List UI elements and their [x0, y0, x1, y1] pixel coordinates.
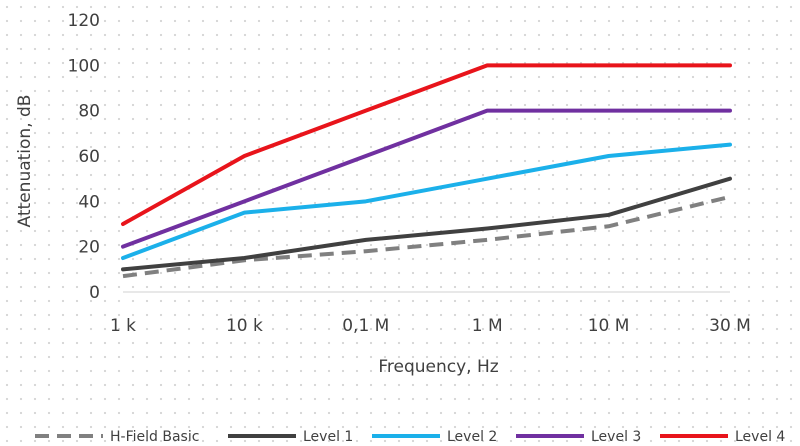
- legend: H-Field Basic Level 1 Level 2 Level 3 Level …: [35, 429, 785, 445]
- x-tick-label: 0,1 M: [342, 316, 389, 336]
- y-axis-ticks: 0 20 40 60 80 100 120: [68, 11, 100, 303]
- y-tick-label: 60: [78, 147, 100, 167]
- series-line-level-2: [121, 142, 732, 260]
- x-axis-title: Frequency, Hz: [378, 357, 498, 377]
- x-tick-label: 10 k: [226, 316, 263, 336]
- legend-label: Level 3: [591, 429, 641, 445]
- y-tick-label: 80: [78, 102, 100, 122]
- x-axis-ticks: 1 k 10 k 0,1 M 1 M 10 M 30 M: [110, 316, 751, 336]
- legend-label: Level 2: [447, 429, 497, 445]
- legend-label: Level 1: [303, 429, 353, 445]
- x-tick-label: 30 M: [709, 316, 751, 336]
- y-tick-label: 100: [68, 56, 100, 76]
- series-line-h-field-basic: [122, 194, 731, 279]
- x-tick-label: 10 M: [588, 316, 630, 336]
- x-tick-label: 1 M: [472, 316, 503, 336]
- series-line-level-4: [121, 63, 732, 226]
- y-axis-title: Attenuation, dB: [15, 95, 35, 228]
- y-tick-label: 0: [89, 283, 100, 303]
- legend-label: H-Field Basic: [110, 429, 199, 445]
- x-tick-label: 1 k: [110, 316, 136, 336]
- y-tick-label: 120: [68, 11, 100, 31]
- series-line-level-1: [121, 176, 732, 272]
- series-lines: [121, 63, 732, 279]
- series-line-level-3: [121, 108, 732, 249]
- y-tick-label: 20: [78, 238, 100, 258]
- legend-label: Level 4: [735, 429, 785, 445]
- y-tick-label: 40: [78, 192, 100, 212]
